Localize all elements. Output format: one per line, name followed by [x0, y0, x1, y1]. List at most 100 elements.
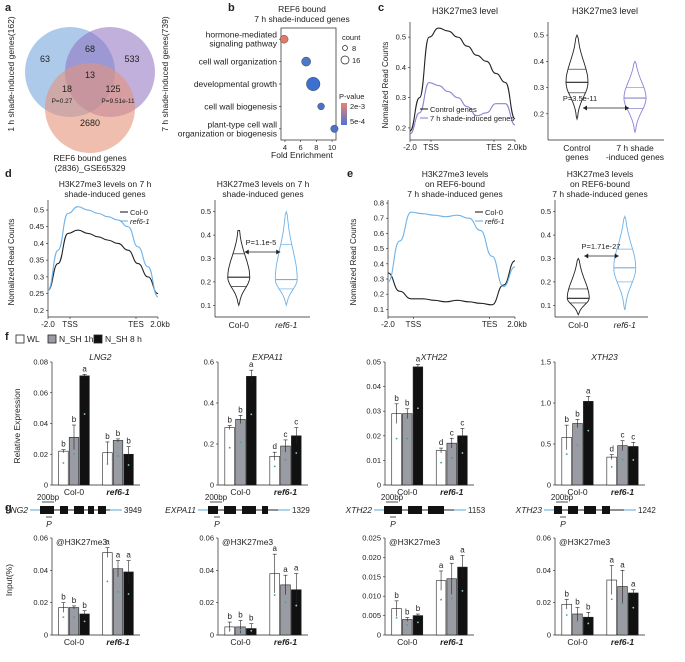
bar-group-label: Col-0	[230, 637, 251, 647]
bar-group-label: ref6-1	[274, 637, 297, 647]
e-profile-title-3: 7 h shade-induced genes	[407, 189, 502, 199]
violin-arrowhead-left	[583, 105, 587, 111]
profile-legend-label: ref6-1	[130, 217, 150, 226]
panel-c: H3K27me3 level H3K27me3 level Nomalized …	[381, 6, 664, 162]
bar	[68, 607, 80, 636]
violin-arrowhead-left	[244, 249, 249, 255]
gene-exon	[60, 506, 68, 514]
bar-sig-letter: b	[82, 601, 87, 610]
bar-datapoint	[587, 429, 590, 432]
go-term-label: developmental growth	[194, 79, 277, 89]
e-pval: P=1.71e-27	[582, 242, 621, 251]
violin-arrowhead-right	[625, 105, 629, 111]
bar-sig-letter: b	[116, 429, 121, 438]
violin-ytick-label: 0.2	[534, 109, 544, 118]
violin-body	[227, 229, 251, 307]
violin-group-label: Col-0	[568, 320, 589, 330]
gene-exon	[208, 506, 218, 514]
bar-datapoint	[621, 458, 624, 461]
gene-primer-label: P	[560, 519, 566, 529]
profile-ytick-label: 0.3	[374, 275, 384, 284]
bar-datapoint	[228, 628, 231, 631]
bar	[572, 423, 583, 486]
profile-xtick-label: -2.0	[403, 143, 417, 152]
profile-legend-label: Col-0	[130, 208, 148, 217]
bar-group-label: ref6-1	[106, 487, 129, 497]
bar	[391, 413, 402, 486]
f-legend-wl: WL	[27, 334, 40, 344]
go-title-1: REF6 bound	[278, 4, 326, 14]
profile-series-line	[47, 206, 159, 298]
gene-primer-label: P	[46, 519, 52, 529]
bar-sig-letter: b	[394, 591, 399, 600]
venn-pval-right: P=9.51e-11	[101, 98, 135, 105]
venn-count-bottom: 2680	[80, 118, 100, 128]
bar-datapoint	[461, 452, 464, 454]
bar-ytick-label: 0	[377, 481, 381, 490]
bar-ytick-label: 0.2	[204, 440, 214, 449]
bar-sig-letter: b	[126, 437, 131, 446]
bar-sig-letter: c	[450, 428, 454, 437]
go-p-colorbar	[341, 103, 347, 125]
gene-exon	[74, 506, 84, 514]
bar-ytick-label: 0.06	[33, 534, 48, 543]
bar	[102, 552, 113, 636]
bar-datapoint	[62, 616, 65, 619]
bar-group-label: ref6-1	[440, 487, 463, 497]
bar-group-label: Col-0	[397, 487, 418, 497]
go-p-legend-high: 2e-3	[350, 102, 365, 111]
d-profile-title-2: shade-induced genes	[64, 189, 145, 199]
bar-ytick-label: 0	[44, 631, 48, 640]
d-profile-plot: 0.2 0.25 0.3 0.35 0.4 0.45 0.5 -2.0 TSS TES 2.0kb C…	[29, 200, 170, 329]
bar-datapoint	[576, 444, 579, 446]
c-ylabel: Nomalized Read Counts	[381, 42, 390, 129]
bar-datapoint	[565, 453, 568, 455]
profile-legend-label: Control genes	[430, 105, 477, 114]
profile-ytick-label: 0.5	[396, 33, 406, 42]
gene-exon	[98, 506, 106, 514]
bar-ytick-label: 0.02	[33, 598, 48, 607]
bar-datapoint	[117, 455, 119, 457]
venn-diagram: 63 68 533 13 18 125 2680 P=0.27 P=9.51e-…	[6, 16, 170, 173]
bar-group-label: Col-0	[64, 487, 85, 497]
bar-group-label: Col-0	[397, 637, 418, 647]
bar-sig-letter: a	[439, 561, 444, 570]
go-bubble-chart: REF6 bound 7 h shade-induced genes 4 6 8 10…	[178, 4, 365, 160]
e-violin-title-2: on REF6-bound	[570, 179, 630, 189]
bar-group-label: ref6-1	[611, 637, 634, 647]
e-ylabel: Nomalized Read Counts	[349, 219, 358, 306]
violin-group-label: ref6-1	[614, 320, 636, 330]
bar-ytick-label: 0.08	[33, 358, 48, 367]
bar-gene-title: EXPA11	[252, 352, 283, 362]
bar-ytick-label: 0.04	[366, 382, 381, 391]
violin-ytick-label: 0.1	[541, 301, 551, 310]
gene-primer-label: P	[214, 519, 220, 529]
bar-sig-letter: b	[586, 602, 591, 611]
bar-sig-letter: a	[126, 551, 131, 560]
bar-sig-letter: a	[272, 544, 277, 553]
bar-sig-letter: b	[227, 416, 232, 425]
go-xtick-label: 8	[314, 143, 318, 152]
bar-datapoint	[228, 446, 231, 449]
go-xtick-label: 4	[283, 143, 287, 152]
profile-series-line	[409, 27, 516, 132]
venn-count-left: 63	[40, 54, 50, 64]
e-violin-title-1: H3K27me3 levels	[567, 169, 634, 179]
venn-label-bottom-2: (2836)_GSE65329	[55, 163, 126, 173]
gene-length: 3949	[124, 506, 142, 515]
venn-count-center: 13	[85, 70, 95, 80]
bar-sig-letter: d	[272, 442, 276, 451]
bar-datapoint	[632, 606, 635, 609]
profile-xtick-label: TES	[486, 143, 502, 152]
f-legend-1h-swatch	[47, 334, 57, 344]
profile-ytick-label: 0.7	[374, 214, 384, 223]
profile-ytick-label: 0.8	[374, 199, 384, 208]
go-xtick-label: 6	[299, 143, 303, 152]
go-count-legend-16: 16	[352, 56, 360, 65]
profile-xtick-label: TES	[128, 320, 144, 329]
go-bubble	[279, 35, 289, 44]
bar-group-label: ref6-1	[274, 487, 297, 497]
